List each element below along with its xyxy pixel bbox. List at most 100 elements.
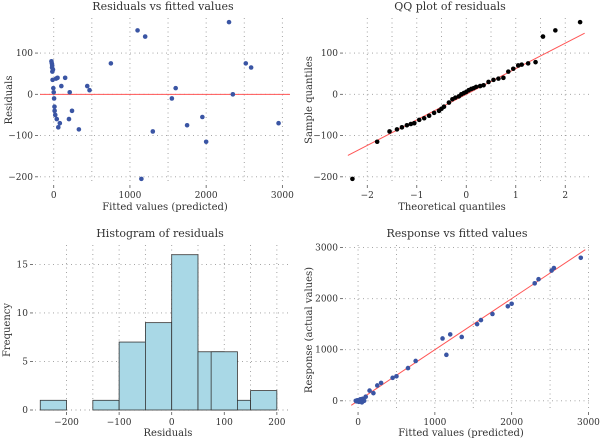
response-vs-fitted-points bbox=[353, 255, 584, 405]
histogram-ticks: −200 −100 0 100 200 0 5 10 15 bbox=[17, 260, 286, 428]
histogram-x-tick-label: −100 bbox=[107, 418, 132, 428]
histogram-x-tick-label: 200 bbox=[268, 418, 285, 428]
histogram-bar bbox=[118, 341, 146, 411]
histogram-y-tick-label: 0 bbox=[22, 406, 28, 416]
residuals-vs-fitted-point bbox=[76, 127, 82, 132]
qq-plot-point bbox=[540, 34, 546, 39]
qq-plot-point bbox=[441, 104, 447, 109]
histogram-x-tick-label: 100 bbox=[216, 418, 233, 428]
response-vs-fitted-point bbox=[363, 394, 369, 400]
response-vs-fitted-y-tick-label: 3000 bbox=[315, 244, 338, 254]
residuals-vs-fitted-y-tick-label: 100 bbox=[16, 49, 33, 59]
qq-plot-point bbox=[394, 127, 400, 132]
response-vs-fitted-reference-line bbox=[350, 249, 586, 406]
response-vs-fitted-point bbox=[509, 301, 514, 307]
histogram-bars bbox=[39, 254, 278, 411]
response-vs-fitted-ylabel: Response (actual values) bbox=[304, 267, 315, 393]
qq-plot-point bbox=[501, 75, 506, 81]
residuals-vs-fitted-point bbox=[69, 108, 75, 114]
residuals-vs-fitted-point bbox=[226, 19, 232, 25]
qq-plot-point bbox=[519, 62, 524, 67]
response-vs-fitted-x-tick-label: 1000 bbox=[423, 418, 446, 428]
residuals-vs-fitted-point bbox=[203, 139, 209, 145]
residuals-vs-fitted-point bbox=[55, 125, 61, 130]
residuals-vs-fitted-point bbox=[51, 96, 57, 101]
response-vs-fitted-y-tick-label: 1000 bbox=[315, 346, 338, 356]
residuals-vs-fitted-point bbox=[54, 116, 60, 122]
response-vs-fitted-point bbox=[478, 317, 484, 323]
qq-plot-point bbox=[404, 122, 410, 128]
residuals-vs-fitted-panel: Residuals vs fitted values Fitted values… bbox=[4, 0, 294, 213]
qq-plot-point bbox=[496, 76, 501, 81]
response-vs-fitted-point bbox=[532, 281, 538, 286]
residuals-vs-fitted-x-tick-label: 0 bbox=[51, 191, 57, 201]
residuals-vs-fitted-point bbox=[84, 83, 90, 89]
qq-plot-ticks: −2 −1 0 1 2 −200 −100 0 100 bbox=[313, 49, 568, 201]
response-vs-fitted-point bbox=[378, 380, 384, 386]
residuals-vs-fitted-point bbox=[243, 61, 249, 66]
response-vs-fitted-x-tick-label: 0 bbox=[355, 418, 361, 428]
qq-plot-y-tick-label: −200 bbox=[313, 173, 338, 183]
qq-plot-point bbox=[486, 79, 491, 85]
response-vs-fitted-point bbox=[394, 373, 399, 379]
residuals-vs-fitted-x-tick-label: 2000 bbox=[195, 191, 218, 201]
histogram-bar bbox=[92, 399, 120, 411]
response-vs-fitted-point bbox=[447, 332, 453, 337]
histogram-bar bbox=[39, 399, 67, 411]
qq-plot-point bbox=[491, 77, 496, 83]
residuals-vs-fitted-point bbox=[55, 75, 60, 81]
residuals-vs-fitted-y-tick-label: −200 bbox=[8, 173, 33, 183]
qq-plot-y-tick-label: −100 bbox=[313, 132, 338, 142]
residuals-vs-fitted-point bbox=[169, 96, 175, 101]
qq-plot-point bbox=[374, 139, 380, 145]
residuals-vs-fitted-point bbox=[50, 67, 56, 72]
residuals-vs-fitted-point bbox=[230, 92, 236, 97]
residuals-vs-fitted-point bbox=[276, 120, 281, 126]
residuals-vs-fitted-xlabel: Fitted values (predicted) bbox=[102, 202, 228, 213]
histogram-ylabel: Frequency bbox=[2, 303, 13, 357]
qq-plot-point bbox=[510, 66, 516, 72]
qq-plot-point bbox=[453, 95, 458, 100]
response-vs-fitted-y-tick-label: 0 bbox=[332, 397, 338, 407]
residuals-vs-fitted-point bbox=[248, 65, 254, 70]
qq-plot-x-tick-label: −1 bbox=[410, 191, 423, 201]
qq-plot-y-tick-label: 0 bbox=[332, 90, 338, 100]
residuals-vs-fitted-x-tick-label: 3000 bbox=[271, 191, 294, 201]
residuals-vs-fitted-points bbox=[49, 19, 281, 182]
histogram-xlabel: Residuals bbox=[144, 428, 193, 439]
histogram-bar bbox=[145, 322, 173, 411]
histogram-y-tick-label: 15 bbox=[17, 260, 29, 270]
response-vs-fitted-point bbox=[367, 388, 372, 393]
qq-plot-point bbox=[426, 113, 432, 119]
qq-plot-x-tick-label: 1 bbox=[513, 191, 519, 201]
residuals-vs-fitted-ylabel: Residuals bbox=[4, 76, 15, 125]
response-vs-fitted-point bbox=[536, 276, 541, 282]
qq-plot-point bbox=[473, 84, 479, 90]
residuals-vs-fitted-ticks: 0 1000 2000 3000 −200 −100 0 100 bbox=[8, 49, 294, 201]
qq-plot-point bbox=[515, 63, 521, 68]
qq-plot-point bbox=[525, 61, 531, 66]
response-vs-fitted-title: Response vs fitted values bbox=[387, 227, 528, 240]
histogram-bar bbox=[210, 351, 238, 411]
residuals-vs-fitted-point bbox=[57, 120, 63, 126]
residuals-vs-fitted-point bbox=[108, 61, 114, 66]
residuals-vs-fitted-point bbox=[87, 87, 92, 93]
residuals-vs-fitted-x-tick-label: 1000 bbox=[118, 191, 141, 201]
qq-plot-point bbox=[481, 82, 486, 88]
qq-plot-point bbox=[408, 121, 414, 127]
residuals-vs-fitted-title: Residuals vs fitted values bbox=[92, 0, 234, 13]
qq-plot-x-tick-label: −2 bbox=[361, 191, 374, 201]
qq-plot-point bbox=[553, 28, 558, 33]
response-vs-fitted-point bbox=[440, 336, 445, 341]
response-vs-fitted-point bbox=[505, 304, 511, 309]
response-vs-fitted-point bbox=[374, 383, 380, 388]
response-vs-fitted-point bbox=[361, 398, 367, 404]
response-vs-fitted-panel: Response vs fitted values Fitted values … bbox=[304, 227, 600, 439]
qq-plot-point bbox=[533, 59, 538, 65]
qq-plot-point bbox=[577, 19, 583, 25]
qq-plot-y-tick-label: 100 bbox=[321, 49, 338, 59]
response-vs-fitted-point bbox=[459, 334, 465, 340]
qq-plot-point bbox=[421, 115, 427, 121]
qq-plot-grid bbox=[345, 18, 590, 183]
residuals-vs-fitted-point bbox=[52, 108, 57, 114]
